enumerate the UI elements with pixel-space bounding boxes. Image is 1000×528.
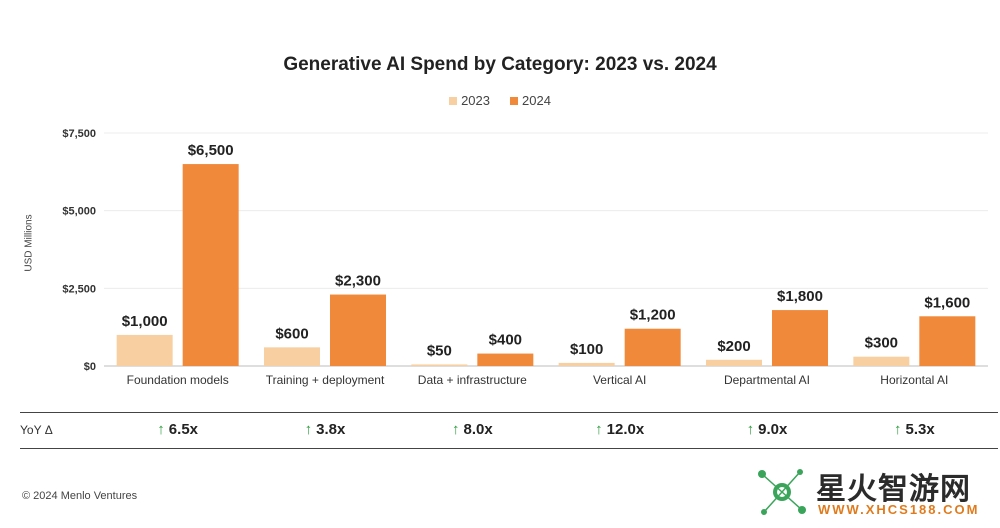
yoy-table: YoY Δ ↑ 6.5x ↑ 3.8x ↑ 8.0x ↑ 12.0x ↑ 9.0x ↑ 5.3x bbox=[20, 412, 998, 449]
chart-title: Generative AI Spend by Category: 2023 vs… bbox=[283, 54, 717, 75]
legend-swatch-2024 bbox=[510, 96, 518, 105]
up-arrow-icon: ↑ bbox=[595, 421, 603, 438]
watermark-text: 星火智游网 bbox=[816, 473, 971, 506]
bar-2024-5 bbox=[919, 316, 976, 366]
bar-2023-3 bbox=[558, 362, 615, 366]
up-arrow-icon: ↑ bbox=[157, 421, 165, 438]
bar-value-label: $100 bbox=[570, 341, 603, 358]
x-tick-label: Vertical AI bbox=[593, 373, 646, 387]
yoy-multiplier: 3.8x bbox=[316, 421, 346, 438]
bar-value-label: $300 bbox=[865, 335, 898, 352]
x-tick-label: Data + infrastructure bbox=[418, 373, 527, 387]
yoy-multiplier: 8.0x bbox=[463, 421, 493, 438]
bar-2023-5 bbox=[853, 356, 910, 366]
legend: 2023 2024 bbox=[0, 93, 1000, 108]
y-tick-label: $2,500 bbox=[62, 283, 96, 295]
bar-2024-2 bbox=[477, 353, 534, 366]
yoy-multiplier: 12.0x bbox=[606, 421, 645, 438]
legend-label-2023: 2023 bbox=[461, 93, 490, 108]
bar-2024-4 bbox=[772, 310, 828, 366]
yoy-value-0: ↑ 6.5x bbox=[157, 421, 198, 438]
bar-2024-3 bbox=[624, 328, 681, 366]
bar-chart: $0 $2,500 $5,000 $7,500 $1,000 $6,500 Foundati… bbox=[62, 128, 988, 387]
yoy-value-2: ↑ 8.0x bbox=[452, 421, 493, 438]
bar-2023-0 bbox=[116, 334, 173, 366]
yoy-value-4: ↑ 9.0x bbox=[747, 421, 788, 438]
up-arrow-icon: ↑ bbox=[746, 421, 755, 438]
bar-value-label: $200 bbox=[717, 338, 750, 355]
yoy-multiplier: 5.3x bbox=[905, 421, 935, 438]
watermark-url: WWW.XHCS188.COM bbox=[818, 502, 980, 517]
copyright-footer: © 2024 Menlo Ventures bbox=[22, 490, 138, 502]
yoy-value-3: ↑ 12.0x bbox=[595, 421, 644, 438]
yoy-multiplier: 6.5x bbox=[168, 421, 199, 438]
x-tick-label: Foundation models bbox=[127, 373, 229, 387]
yoy-value-1: ↑ 3.8x bbox=[305, 421, 346, 438]
bar-value-label: $400 bbox=[489, 332, 522, 349]
yoy-value-5: ↑ 5.3x bbox=[894, 421, 935, 438]
bar-2023-2 bbox=[411, 364, 468, 366]
bar-value-label: $1,200 bbox=[630, 307, 676, 324]
yoy-label: YoY Δ bbox=[20, 423, 53, 437]
y-tick-label: $5,000 bbox=[62, 206, 96, 218]
bar-2023-1 bbox=[264, 347, 320, 366]
up-arrow-icon: ↑ bbox=[304, 421, 313, 438]
watermark-logo-icon bbox=[758, 469, 806, 515]
up-arrow-icon: ↑ bbox=[893, 421, 902, 438]
x-tick-label: Horizontal AI bbox=[880, 373, 948, 387]
bar-value-label: $600 bbox=[275, 325, 308, 342]
bar-2024-0 bbox=[182, 164, 239, 366]
bar-value-label: $1,600 bbox=[924, 294, 970, 311]
bar-value-label: $2,300 bbox=[335, 273, 381, 290]
bar-2023-4 bbox=[706, 359, 762, 366]
y-tick-label: $7,500 bbox=[62, 128, 96, 140]
bar-value-label: $1,800 bbox=[777, 288, 823, 305]
bar-value-label: $6,500 bbox=[188, 142, 234, 159]
y-tick-label: $0 bbox=[84, 361, 96, 373]
watermark: 星火智游网 WWW.XHCS188.COM bbox=[752, 462, 992, 524]
bar-value-label: $50 bbox=[427, 342, 452, 359]
bar-2024-1 bbox=[330, 294, 386, 366]
bar-value-label: $1,000 bbox=[122, 313, 168, 330]
legend-label-2024: 2024 bbox=[522, 93, 551, 108]
legend-swatch-2023 bbox=[449, 96, 458, 105]
yoy-multiplier: 9.0x bbox=[758, 421, 788, 438]
legend-item-2023: 2023 bbox=[449, 93, 490, 108]
up-arrow-icon: ↑ bbox=[451, 421, 460, 438]
x-tick-label: Training + deployment bbox=[266, 373, 385, 387]
legend-item-2024: 2024 bbox=[510, 93, 551, 108]
x-tick-label: Departmental AI bbox=[724, 373, 810, 387]
